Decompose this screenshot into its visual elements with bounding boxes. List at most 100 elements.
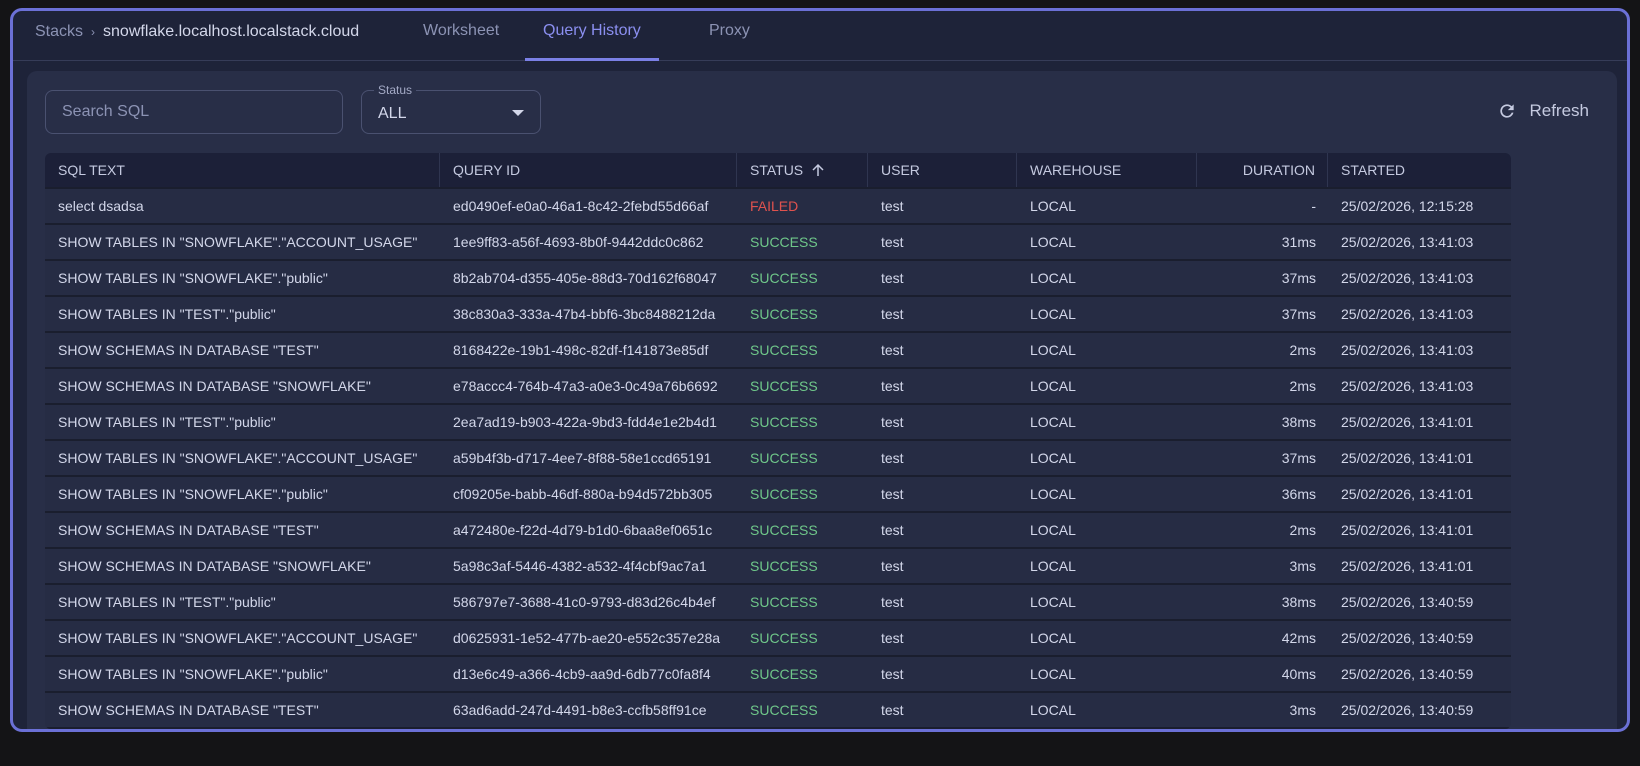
cell-started: 25/02/2026, 13:41:03	[1341, 270, 1474, 286]
cell-query-id: ed0490ef-e0a0-46a1-8c42-2febd55d66af	[453, 198, 709, 214]
query-history-panel: Status ALL Refresh SQL TEXT QUERY ID STA…	[27, 71, 1617, 729]
cell-status: SUCCESS	[750, 666, 818, 682]
cell-duration: 42ms	[1281, 630, 1316, 646]
cell-sql-text: SHOW SCHEMAS IN DATABASE "SNOWFLAKE"	[58, 558, 371, 574]
cell-sql-text: SHOW SCHEMAS IN DATABASE "TEST"	[58, 342, 319, 358]
cell-started: 25/02/2026, 13:41:01	[1341, 486, 1474, 502]
cell-user: test	[881, 522, 904, 538]
top-nav: Stacks › snowflake.localhost.localstack.…	[13, 11, 1627, 61]
cell-status: SUCCESS	[750, 306, 818, 322]
column-header-query-id[interactable]: QUERY ID	[440, 153, 737, 187]
column-header-started[interactable]: STARTED	[1341, 162, 1406, 178]
breadcrumb-host: snowflake.localhost.localstack.cloud	[103, 23, 360, 40]
table-row[interactable]: SHOW TABLES IN "SNOWFLAKE"."ACCOUNT_USAG…	[45, 225, 1511, 261]
cell-duration: 2ms	[1289, 342, 1316, 358]
cell-query-id: 5a98c3af-5446-4382-a532-4f4cbf9ac7a1	[453, 558, 707, 574]
cell-query-id: d0625931-1e52-477b-ae20-e552c357e28a	[453, 630, 721, 646]
table-header: SQL TEXT QUERY ID STATUS USER WAREHOUSE …	[45, 153, 1511, 189]
cell-status: SUCCESS	[750, 234, 818, 250]
breadcrumb-stacks[interactable]: Stacks	[35, 23, 84, 40]
table-row[interactable]: SHOW SCHEMAS IN DATABASE "TEST" 63ad6add-…	[45, 693, 1511, 729]
cell-started: 25/02/2026, 13:41:03	[1341, 306, 1474, 322]
cell-warehouse: LOCAL	[1030, 702, 1076, 718]
table-row[interactable]: SHOW SCHEMAS IN DATABASE "TEST" a472480e-…	[45, 513, 1511, 549]
cell-duration: 3ms	[1289, 558, 1316, 574]
cell-duration: 38ms	[1281, 414, 1316, 430]
table-row[interactable]: SHOW SCHEMAS IN DATABASE "SNOWFLAKE" 5a98…	[45, 549, 1511, 585]
refresh-button[interactable]: Refresh	[1497, 101, 1589, 121]
cell-warehouse: LOCAL	[1030, 630, 1076, 646]
cell-sql-text: SHOW SCHEMAS IN DATABASE "TEST"	[58, 522, 319, 538]
cell-user: test	[881, 414, 904, 430]
cell-status: SUCCESS	[750, 378, 818, 394]
cell-sql-text: SHOW TABLES IN "TEST"."public"	[58, 414, 276, 430]
column-header-warehouse[interactable]: WAREHOUSE	[1017, 153, 1197, 187]
cell-status: SUCCESS	[750, 270, 818, 286]
cell-user: test	[881, 306, 904, 322]
cell-warehouse: LOCAL	[1030, 270, 1076, 286]
cell-query-id: 8b2ab704-d355-405e-88d3-70d162f68047	[453, 270, 717, 286]
table-row[interactable]: SHOW TABLES IN "SNOWFLAKE"."public" d13e6…	[45, 657, 1511, 693]
tab-worksheet[interactable]: Worksheet	[423, 22, 500, 39]
cell-status: SUCCESS	[750, 414, 818, 430]
cell-query-id: 1ee9ff83-a56f-4693-8b0f-9442ddc0c862	[453, 234, 704, 250]
cell-duration: 37ms	[1281, 270, 1316, 286]
cell-sql-text: SHOW SCHEMAS IN DATABASE "TEST"	[58, 702, 319, 718]
table-row[interactable]: SHOW TABLES IN "SNOWFLAKE"."ACCOUNT_USAG…	[45, 621, 1511, 657]
cell-sql-text: SHOW TABLES IN "SNOWFLAKE"."public"	[58, 666, 328, 682]
cell-warehouse: LOCAL	[1030, 198, 1076, 214]
refresh-label: Refresh	[1529, 101, 1589, 120]
cell-duration: 31ms	[1281, 234, 1316, 250]
column-header-user[interactable]: USER	[868, 153, 1017, 187]
column-header-sql-text[interactable]: SQL TEXT	[45, 153, 440, 187]
table-row[interactable]: SHOW SCHEMAS IN DATABASE "TEST" 8168422e-…	[45, 333, 1511, 369]
cell-user: test	[881, 558, 904, 574]
cell-status: SUCCESS	[750, 702, 818, 718]
cell-started: 25/02/2026, 13:41:01	[1341, 414, 1474, 430]
cell-status: SUCCESS	[750, 342, 818, 358]
column-header-status-label: STATUS	[750, 162, 804, 178]
cell-sql-text: SHOW TABLES IN "SNOWFLAKE"."ACCOUNT_USAG…	[58, 630, 418, 646]
cell-duration: 2ms	[1289, 522, 1316, 538]
column-header-status[interactable]: STATUS	[737, 153, 868, 187]
cell-duration: -	[1311, 198, 1316, 214]
cell-user: test	[881, 702, 904, 718]
column-header-duration[interactable]: DURATION	[1197, 153, 1328, 187]
cell-started: 25/02/2026, 13:41:01	[1341, 450, 1474, 466]
search-sql-input[interactable]	[45, 90, 343, 134]
cell-query-id: 38c830a3-333a-47b4-bbf6-3bc8488212da	[453, 306, 716, 322]
status-filter-select[interactable]: Status ALL	[361, 83, 541, 134]
cell-user: test	[881, 342, 904, 358]
cell-warehouse: LOCAL	[1030, 306, 1076, 322]
cell-warehouse: LOCAL	[1030, 234, 1076, 250]
breadcrumb-separator: ›	[91, 25, 96, 39]
cell-query-id: cf09205e-babb-46df-880a-b94d572bb305	[453, 486, 713, 502]
cell-started: 25/02/2026, 13:40:59	[1341, 666, 1474, 682]
cell-query-id: a59b4f3b-d717-4ee7-8f88-58e1ccd65191	[453, 450, 712, 466]
table-row[interactable]: SHOW SCHEMAS IN DATABASE "SNOWFLAKE" e78a…	[45, 369, 1511, 405]
cell-started: 25/02/2026, 12:15:28	[1341, 198, 1474, 214]
table-row[interactable]: SHOW TABLES IN "SNOWFLAKE"."ACCOUNT_USAG…	[45, 441, 1511, 477]
table-row[interactable]: SHOW TABLES IN "TEST"."public" 586797e7-3…	[45, 585, 1511, 621]
cell-duration: 37ms	[1281, 450, 1316, 466]
cell-warehouse: LOCAL	[1030, 414, 1076, 430]
table-row[interactable]: SHOW TABLES IN "SNOWFLAKE"."public" cf092…	[45, 477, 1511, 513]
cell-query-id: 2ea7ad19-b903-422a-9bd3-fdd4e1e2b4d1	[453, 414, 717, 430]
cell-status: SUCCESS	[750, 486, 818, 502]
tab-proxy[interactable]: Proxy	[709, 22, 750, 39]
cell-status: FAILED	[750, 198, 799, 214]
table-row[interactable]: SHOW TABLES IN "TEST"."public" 38c830a3-3…	[45, 297, 1511, 333]
app-window: Stacks › snowflake.localhost.localstack.…	[10, 8, 1630, 732]
cell-warehouse: LOCAL	[1030, 450, 1076, 466]
cell-warehouse: LOCAL	[1030, 522, 1076, 538]
tab-query-history[interactable]: Query History	[525, 11, 659, 61]
table-row[interactable]: SHOW TABLES IN "TEST"."public" 2ea7ad19-b…	[45, 405, 1511, 441]
cell-sql-text: SHOW TABLES IN "TEST"."public"	[58, 306, 276, 322]
cell-query-id: a472480e-f22d-4d79-b1d0-6baa8ef0651c	[453, 522, 713, 538]
cell-sql-text: SHOW SCHEMAS IN DATABASE "SNOWFLAKE"	[58, 378, 371, 394]
cell-started: 25/02/2026, 13:40:59	[1341, 594, 1474, 610]
table-row[interactable]: SHOW TABLES IN "SNOWFLAKE"."public" 8b2ab…	[45, 261, 1511, 297]
cell-duration: 38ms	[1281, 594, 1316, 610]
cell-query-id: 586797e7-3688-41c0-9793-d83d26c4b4ef	[453, 594, 716, 610]
table-row[interactable]: select dsadsa ed0490ef-e0a0-46a1-8c42-2fe…	[45, 189, 1511, 225]
